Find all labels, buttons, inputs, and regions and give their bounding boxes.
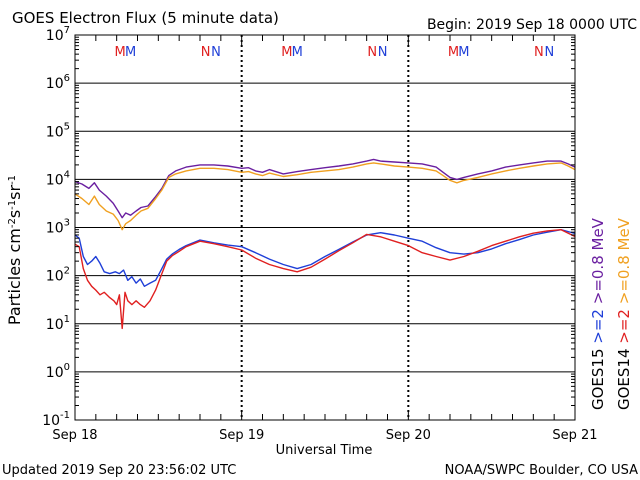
annotation-n: N	[378, 45, 388, 60]
annotation-m: M	[292, 45, 303, 60]
legend-entry: GOES14	[615, 348, 633, 410]
y-tick-label: 103	[46, 218, 70, 237]
x-tick-label: Sep 19	[219, 428, 264, 443]
y-tick-labels: 10-1 100 101 102 103 104 105 106 107	[42, 25, 70, 429]
credit: NOAA/SWPC Boulder, CO USA	[445, 463, 638, 478]
y-tick-label: 101	[46, 314, 70, 333]
series-line-1	[74, 162, 576, 231]
annotation-n: N	[544, 45, 554, 60]
x-tick-labels: Sep 18 Sep 19 Sep 20 Sep 21	[52, 428, 597, 443]
y-tick-label: 10-1	[42, 410, 70, 429]
plot-frame	[74, 34, 576, 421]
annotation-n: N	[367, 45, 377, 60]
y-axis-label: Particles cm-2s-1sr-1	[5, 175, 24, 325]
legend-entry: >=0.8 MeV	[589, 217, 607, 309]
series-line-2	[74, 228, 576, 287]
series-line-0	[74, 158, 576, 219]
annotation-m: M	[281, 45, 292, 60]
annotation-m: M	[115, 45, 126, 60]
chart-title: GOES Electron Flux (5 minute data)	[12, 9, 279, 27]
x-tick-label: Sep 18	[52, 428, 97, 443]
annotation-n: N	[211, 45, 221, 60]
legend-entry: >=2	[589, 309, 607, 348]
x-tick-label: Sep 20	[386, 428, 431, 443]
legend-entry: >=0.8 MeV	[615, 217, 633, 309]
updated-timestamp: Updated 2019 Sep 20 23:56:02 UTC	[2, 463, 236, 478]
annotation-m: M	[448, 45, 459, 60]
begin-date: Begin: 2019 Sep 18 0000 UTC	[427, 17, 637, 33]
annotation-n: N	[201, 45, 211, 60]
legend-entry: GOES15	[589, 348, 607, 410]
legend-column: GOES14 >=2 >=0.8 MeV	[615, 217, 633, 410]
annotation-m: M	[458, 45, 469, 60]
x-tick-label: Sep 21	[552, 428, 597, 443]
y-tick-label: 107	[46, 25, 70, 44]
y-tick-label: 106	[46, 73, 70, 92]
annotation-n: N	[534, 45, 544, 60]
y-tick-label: 100	[46, 362, 70, 381]
data-series	[74, 158, 576, 330]
y-tick-label: 105	[46, 121, 70, 140]
x-axis-label: Universal Time	[276, 443, 373, 458]
y-tick-label: 104	[46, 169, 70, 188]
legend-column: GOES15 >=2 >=0.8 MeV	[589, 217, 607, 410]
annotation-m: M	[125, 45, 136, 60]
grid-lines	[75, 35, 575, 420]
series-line-3	[74, 228, 576, 330]
legend-entry: >=2	[615, 309, 633, 348]
y-tick-label: 102	[46, 266, 70, 285]
